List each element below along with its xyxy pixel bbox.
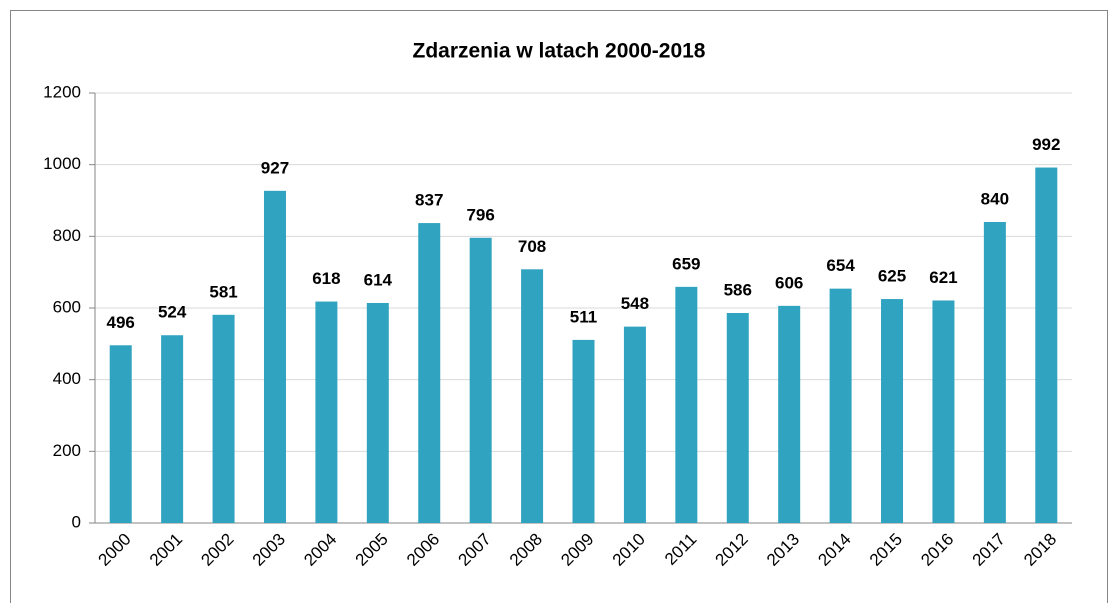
- bar: [212, 314, 235, 523]
- data-label: 659: [672, 254, 700, 273]
- y-tick-label: 400: [53, 369, 81, 388]
- data-label: 837: [415, 191, 443, 210]
- data-label: 548: [621, 294, 649, 313]
- data-label: 524: [158, 303, 187, 322]
- data-label: 708: [518, 237, 546, 256]
- bar: [881, 299, 904, 523]
- data-label: 796: [466, 205, 494, 224]
- bar: [109, 345, 132, 523]
- data-label: 840: [981, 189, 1009, 208]
- data-label: 496: [107, 313, 135, 332]
- data-label: 654: [826, 256, 855, 275]
- y-tick-label: 1200: [43, 82, 81, 101]
- data-label: 614: [364, 270, 393, 289]
- data-label: 927: [261, 158, 289, 177]
- bar: [366, 302, 389, 523]
- bar: [983, 222, 1006, 523]
- data-label: 511: [570, 307, 597, 326]
- data-label: 606: [775, 273, 803, 292]
- data-label: 618: [312, 269, 340, 288]
- data-label: 581: [209, 282, 237, 301]
- y-tick-label: 0: [72, 512, 81, 531]
- data-label: 992: [1032, 135, 1060, 154]
- data-label: 625: [878, 267, 906, 286]
- bar: [778, 305, 801, 523]
- bar: [623, 326, 646, 523]
- bar: [469, 237, 492, 523]
- data-label: 621: [929, 268, 957, 287]
- bar: [263, 190, 286, 523]
- bar: [315, 301, 338, 523]
- data-label: 586: [724, 281, 752, 300]
- bar: [1035, 167, 1058, 524]
- bar: [726, 313, 749, 523]
- y-tick-label: 600: [53, 297, 81, 316]
- y-tick-label: 1000: [43, 154, 81, 173]
- bar: [932, 300, 955, 523]
- bar: [829, 288, 852, 523]
- bar: [675, 286, 698, 523]
- bar: [521, 269, 544, 523]
- chart-frame: [10, 10, 1108, 603]
- bar: [418, 223, 441, 523]
- y-tick-label: 200: [53, 441, 81, 460]
- chart-title: Zdarzenia w latach 2000-2018: [413, 40, 706, 63]
- bar: [572, 339, 595, 523]
- bar: [161, 335, 184, 523]
- y-tick-label: 800: [53, 226, 81, 245]
